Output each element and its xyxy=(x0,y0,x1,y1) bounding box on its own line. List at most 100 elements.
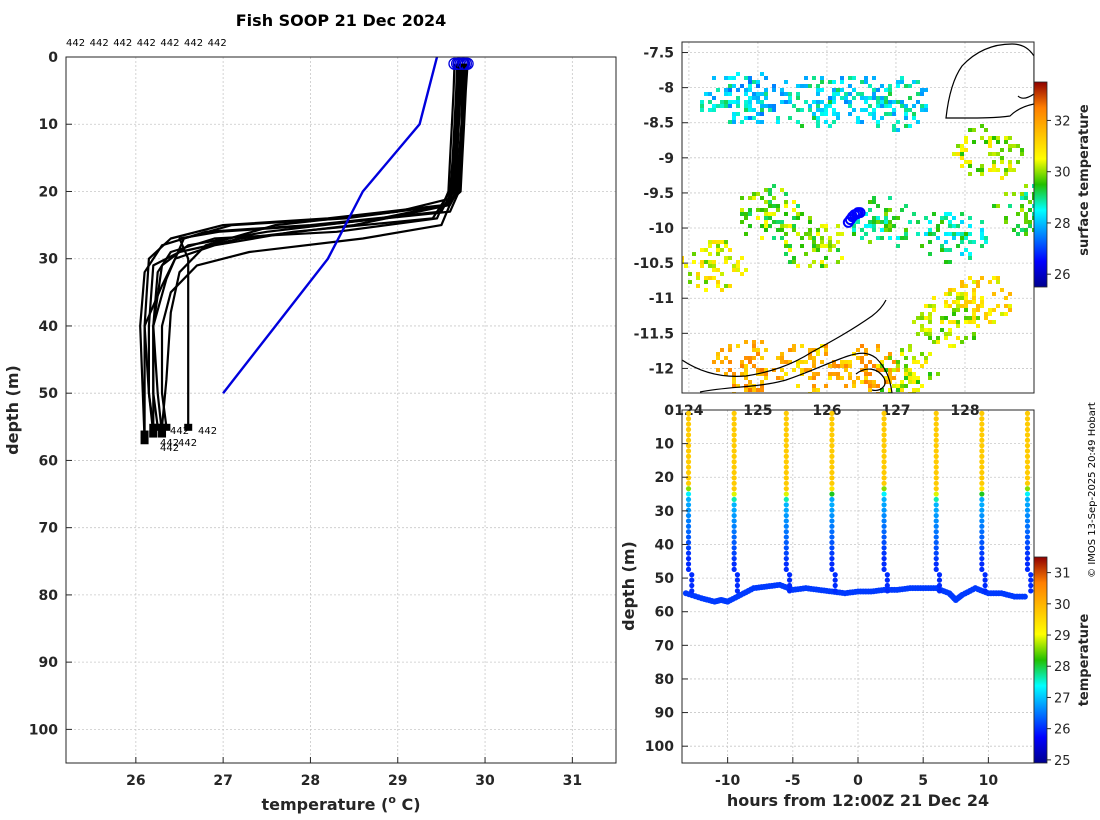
cast-point xyxy=(783,410,789,416)
sst-cell xyxy=(740,208,744,212)
sst-cell xyxy=(744,340,748,344)
sst-cell xyxy=(760,340,764,344)
cast-point xyxy=(731,416,737,422)
sst-cell xyxy=(944,212,948,216)
sst-cell xyxy=(960,252,964,256)
sst-cell xyxy=(980,296,984,300)
cast-point xyxy=(1028,572,1034,578)
cast-point xyxy=(933,539,939,546)
sst-cell xyxy=(816,388,820,392)
sst-cell xyxy=(748,84,752,88)
sst-cell xyxy=(752,340,756,344)
cast-point xyxy=(1024,448,1031,454)
sst-cell xyxy=(892,128,896,132)
sst-cell xyxy=(872,224,876,228)
sst-cell xyxy=(1048,228,1052,232)
sst-cell xyxy=(808,236,812,240)
cast-point xyxy=(881,529,887,535)
cast-point xyxy=(881,496,887,503)
sst-cell xyxy=(920,92,924,96)
sst-cell xyxy=(964,248,968,252)
cast-point xyxy=(881,469,887,476)
sst-cell xyxy=(872,112,876,116)
sst-cell xyxy=(936,224,940,228)
sst-cell xyxy=(900,348,904,352)
sst-cell xyxy=(728,284,732,288)
x-axis-label: temperature (o C) xyxy=(261,793,420,814)
sst-cell xyxy=(780,368,784,372)
sst-cell xyxy=(736,384,740,388)
sst-cell xyxy=(924,332,928,336)
sst-cell xyxy=(812,388,816,392)
sst-cell xyxy=(856,220,860,224)
cast-point xyxy=(979,561,985,567)
sst-cell xyxy=(916,316,920,320)
sst-cell xyxy=(1028,220,1032,224)
sst-cell xyxy=(888,376,892,380)
cast-point xyxy=(829,496,835,503)
sst-cell xyxy=(1048,212,1052,216)
sst-cell xyxy=(812,360,816,364)
sst-cell xyxy=(832,96,836,100)
x-tick-label: 29 xyxy=(388,773,407,789)
x-tick-label: 31 xyxy=(563,773,582,789)
sst-cell xyxy=(1000,288,1004,292)
sst-cell xyxy=(736,100,740,104)
cast-point xyxy=(933,491,939,497)
section-y-tick-label: 60 xyxy=(655,605,675,621)
sst-cell xyxy=(800,108,804,112)
sst-cell xyxy=(912,356,916,360)
sst-cell xyxy=(740,120,744,124)
sst-cell xyxy=(828,80,832,84)
sst-cell xyxy=(752,108,756,112)
cast-id-label: 442 xyxy=(178,438,197,449)
sst-cell xyxy=(716,104,720,108)
sst-cell xyxy=(820,360,824,364)
cast-point xyxy=(829,410,835,416)
cast-point xyxy=(829,529,835,535)
cast-point xyxy=(783,507,789,513)
sst-cell xyxy=(720,288,724,292)
sst-cell xyxy=(804,84,808,88)
cast-point xyxy=(829,561,835,567)
cast-point xyxy=(783,448,789,454)
sst-cell xyxy=(888,88,892,92)
y-tick-label: 90 xyxy=(39,655,59,671)
sst-cell xyxy=(864,212,868,216)
cast-point xyxy=(881,539,887,546)
profile-ticks: 26 27 28 29 30 31 0 10 20 30 40 50 60 70 80 90 100 xyxy=(29,50,582,789)
sst-colorbar-ticks: 26 28 30 32 xyxy=(1047,114,1071,283)
cast-point xyxy=(829,534,835,540)
cast-point xyxy=(933,518,939,524)
sst-cell xyxy=(972,308,976,312)
sst-cell xyxy=(756,348,760,352)
sst-cell xyxy=(824,256,828,260)
cast-point xyxy=(979,416,985,422)
sst-cell xyxy=(828,364,832,368)
sst-cell xyxy=(760,108,764,112)
sst-cell xyxy=(832,88,836,92)
sst-cell xyxy=(968,320,972,324)
sst-cell xyxy=(792,348,796,352)
sst-cell xyxy=(744,76,748,80)
map-y-tick-label: -10.5 xyxy=(634,256,674,272)
sst-cell xyxy=(744,104,748,108)
sst-cell xyxy=(944,232,948,236)
profile-end-marker xyxy=(149,430,158,438)
sst-cell xyxy=(896,236,900,240)
profile-chart: Fish SOOP 21 Dec 2024 442 442 442 442 442 442… xyxy=(3,11,617,814)
sst-cell xyxy=(760,104,764,108)
sst-cell xyxy=(928,312,932,316)
climatology-line xyxy=(222,57,439,394)
sst-cell xyxy=(1008,292,1012,296)
sst-cell xyxy=(748,212,752,216)
cast-id-label: 442 xyxy=(160,443,179,454)
sst-cell xyxy=(682,256,684,260)
cast-point xyxy=(933,502,939,508)
sst-cell xyxy=(964,232,968,236)
cast-point xyxy=(1024,545,1031,551)
sst-cell xyxy=(968,316,972,320)
sst-cell xyxy=(872,88,876,92)
cast-point xyxy=(829,443,835,449)
cast-point xyxy=(731,426,737,433)
